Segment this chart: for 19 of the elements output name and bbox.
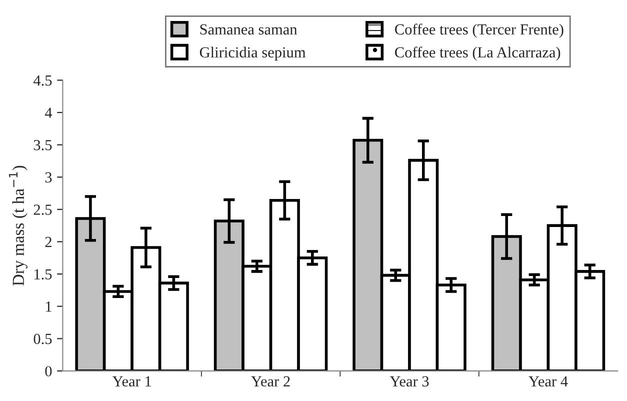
x-tick-label: Year 3 xyxy=(390,376,429,387)
y-tick-label: 0.5 xyxy=(34,334,52,344)
x-tick-label: Year 4 xyxy=(528,376,568,387)
y-tick-label: 2.5 xyxy=(34,204,52,215)
y-tick-label: 3 xyxy=(45,172,52,183)
y-tick-label: 3.5 xyxy=(34,140,52,150)
legend-label: Coffee trees (Tercer Frente) xyxy=(395,24,564,38)
legend-label: Coffee trees (La Alcarraza) xyxy=(395,46,560,61)
y-tick-label: 1 xyxy=(46,302,52,312)
y-tick-label: 1.5 xyxy=(34,269,52,280)
y-tick-label: 4 xyxy=(44,108,52,118)
x-tick-label: Year 1 xyxy=(112,376,151,387)
x-tick-label: Year 2 xyxy=(251,376,290,387)
y-tick-label: 0 xyxy=(45,366,52,376)
legend-label: Gliricidia sepium xyxy=(200,46,306,61)
y-tick-label: 4.5 xyxy=(33,75,52,86)
y-tick-label: 2 xyxy=(45,236,52,248)
legend-label: Samanea saman xyxy=(200,24,298,35)
y-axis-title: Dry mass (t ha$^{−1}$) xyxy=(8,166,28,286)
